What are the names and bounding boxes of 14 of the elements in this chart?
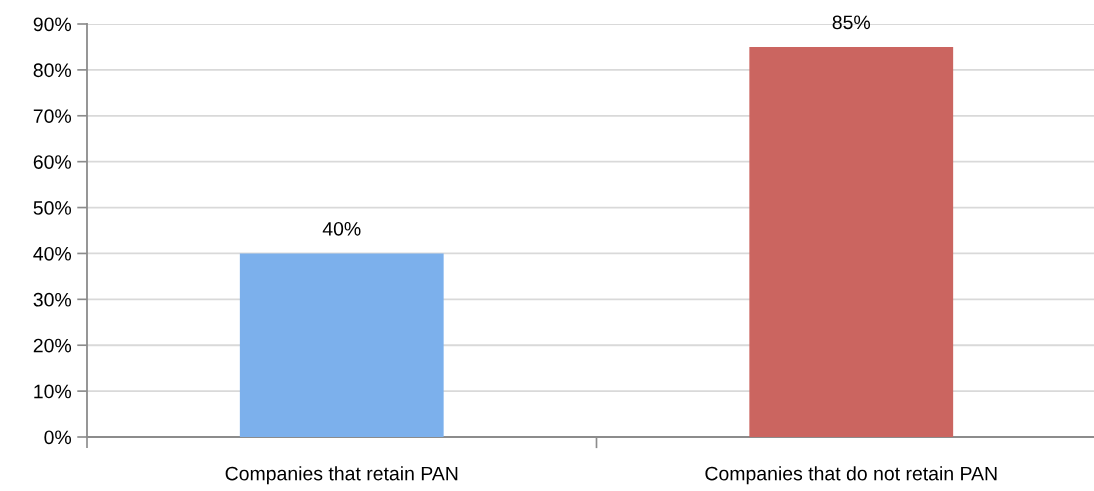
- y-tick-label: 70%: [33, 109, 72, 124]
- x-tick-label: Companies that retain PAN: [225, 466, 458, 485]
- y-tick-label: 60%: [33, 155, 72, 169]
- y-tick-label: 30%: [33, 292, 72, 307]
- y-tick-label: 90%: [33, 17, 72, 32]
- y-tick-label: 10%: [34, 384, 72, 399]
- y-tick-label: 50%: [33, 201, 72, 215]
- y-tick-label: 20%: [33, 338, 72, 353]
- y-tick-label: 0%: [44, 430, 72, 445]
- data-label: 40%: [322, 221, 361, 236]
- data-label: 85%: [832, 15, 871, 30]
- y-tick-label: 80%: [33, 63, 72, 78]
- y-tick-label: 40%: [33, 246, 72, 261]
- x-tick-label: Companies that do not retain PAN: [705, 466, 997, 485]
